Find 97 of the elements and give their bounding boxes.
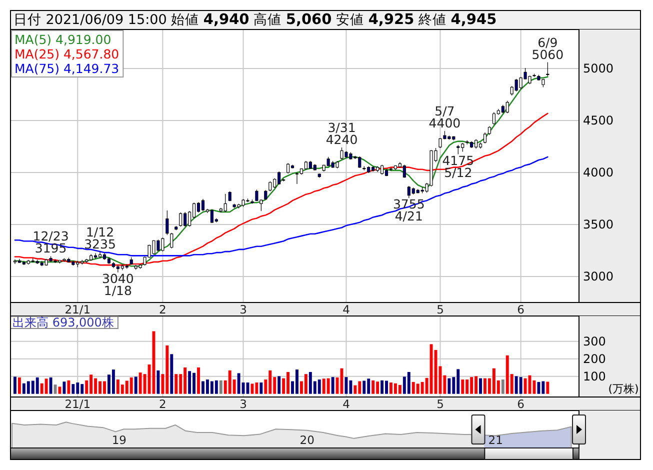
x-tick-label: 5 <box>436 302 444 316</box>
bar <box>362 380 366 394</box>
line-series <box>14 76 548 267</box>
bar <box>67 380 70 394</box>
bar <box>156 370 160 394</box>
x-tick-label: 20 <box>300 433 314 447</box>
candlestick <box>506 100 509 114</box>
bar <box>49 377 52 394</box>
candlestick <box>268 181 272 192</box>
candlestick <box>179 212 182 227</box>
candlestick <box>13 259 17 264</box>
bar <box>188 371 192 394</box>
bar <box>219 380 222 394</box>
bar <box>537 382 540 394</box>
bar <box>372 380 375 394</box>
x-tick-label: 5 <box>436 397 444 411</box>
title: 日付 2021/06/09 15:00 始値 4,940 高値 5,060 安値 4,925 終値 4,945 <box>14 12 497 28</box>
bar <box>237 373 240 394</box>
candlestick <box>264 190 268 200</box>
bar <box>304 374 308 394</box>
bar <box>112 370 115 394</box>
candlestick <box>286 162 290 174</box>
bar <box>130 377 133 394</box>
y-axis-title: (万株) <box>608 382 639 396</box>
x-tick-label: 6 <box>517 302 524 316</box>
bar <box>501 380 504 394</box>
x-tick-label: 19 <box>112 433 126 447</box>
bar <box>72 384 75 394</box>
annotation: 3040 1/18 <box>102 270 134 298</box>
bar <box>318 380 321 394</box>
legend: MA(5) 4,919.00 MA(25) 4,567.80 MA(75) 4,149.73 <box>11 30 124 78</box>
x-tick-label: 21/1 <box>64 397 91 411</box>
candlestick <box>170 232 174 249</box>
annotation: 5/7 4400 <box>428 103 461 130</box>
bar <box>354 385 357 394</box>
y-tick-label: 300 <box>583 334 606 348</box>
bar <box>278 376 281 394</box>
y-tick-label: 4500 <box>583 114 614 128</box>
candlestick <box>107 256 111 264</box>
y-tick-label: 3500 <box>583 218 614 232</box>
bar <box>479 378 482 394</box>
x-tick-label: 2 <box>159 302 166 316</box>
candlestick <box>478 142 482 149</box>
bar <box>255 382 258 394</box>
annotation: 12/23 3195 <box>32 228 69 256</box>
candlestick <box>166 210 169 236</box>
x-tick-label: 3 <box>240 302 247 316</box>
x-tick-label: 2 <box>159 397 166 411</box>
candlestick <box>130 256 133 265</box>
bar <box>331 377 334 394</box>
bar <box>44 378 48 394</box>
bar <box>36 377 39 394</box>
annotation: 4175 5/12 <box>442 152 474 180</box>
annotation: 6/9 5060 <box>532 34 564 62</box>
bar <box>380 380 384 394</box>
line-series <box>14 156 548 256</box>
bar <box>170 354 174 394</box>
bar <box>407 372 410 394</box>
bar <box>14 376 16 394</box>
candlestick <box>456 144 460 155</box>
annotation: 3/31 4240 <box>326 120 358 148</box>
bar <box>398 384 402 394</box>
y-tick-label: 4000 <box>583 166 614 180</box>
candlestick <box>313 164 316 171</box>
x-tick-label: 6 <box>517 397 524 411</box>
bar <box>546 382 550 394</box>
candlestick <box>224 194 227 212</box>
bar <box>174 374 178 394</box>
candlestick <box>402 164 406 178</box>
bar <box>349 380 352 394</box>
bar <box>448 378 451 394</box>
annotation: 1/12 3235 <box>84 224 116 252</box>
bar <box>197 367 200 394</box>
y-tick-label: 200 <box>583 352 606 366</box>
x-tick-label: 21/1 <box>64 302 91 316</box>
candlestick <box>228 190 232 202</box>
bar <box>260 382 263 394</box>
y-tick-label: 100 <box>583 369 606 384</box>
bar <box>524 378 527 394</box>
x-tick-label: 4 <box>342 397 350 411</box>
x-tick-label: 21 <box>488 433 503 447</box>
candlestick <box>201 198 205 212</box>
candlestick <box>102 252 106 260</box>
bar <box>134 376 138 394</box>
candlestick <box>546 62 550 77</box>
bar <box>326 378 330 394</box>
bar <box>18 377 21 394</box>
y-tick-label: 5000 <box>583 62 614 76</box>
x-tick-label: 3 <box>240 397 247 411</box>
x-tick-label: 4 <box>342 302 350 316</box>
bar <box>430 344 433 394</box>
candlestick <box>295 172 299 184</box>
bar <box>62 382 66 394</box>
bar <box>214 380 218 394</box>
bar <box>519 377 522 394</box>
bar <box>461 380 464 394</box>
y-tick-label: 3000 <box>583 270 614 284</box>
